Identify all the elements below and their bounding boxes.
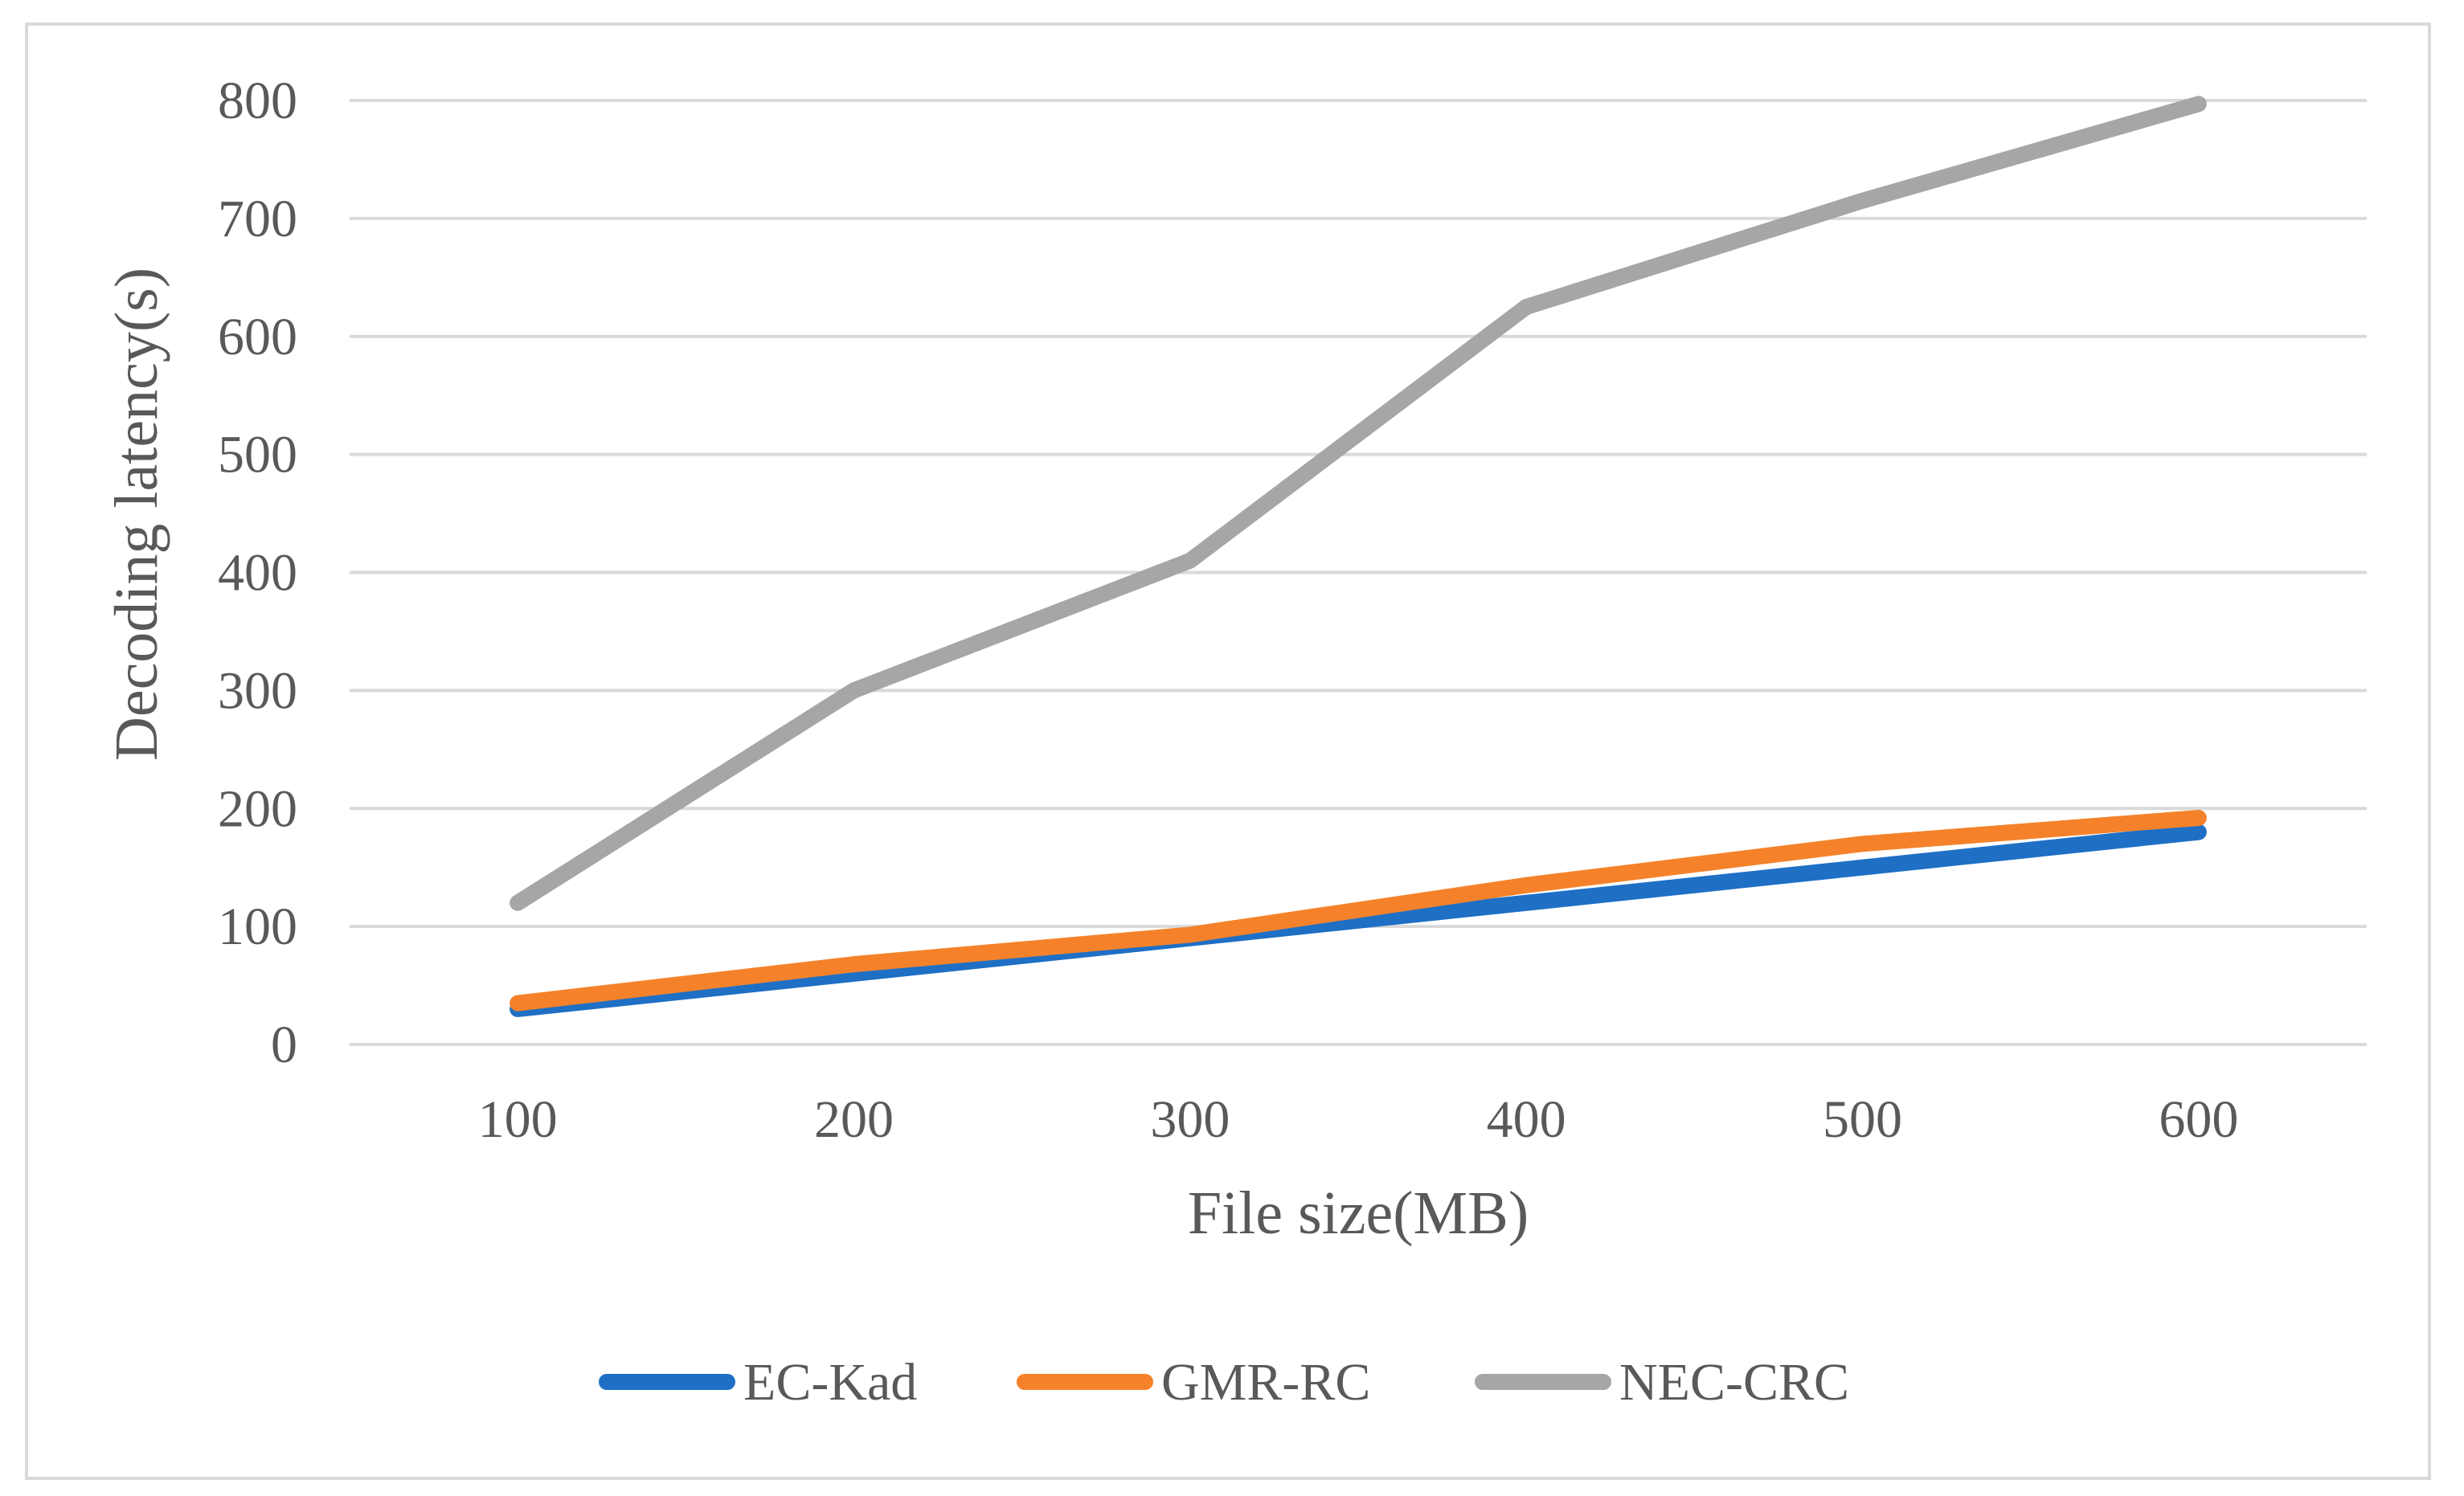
x-axis-ticks: 100 200 300 400 500 600: [478, 1090, 2239, 1149]
y-tick-label: 300: [218, 661, 297, 720]
x-axis-title: File size(MB): [1188, 1179, 1529, 1247]
legend-label: EC-Kad: [743, 1353, 917, 1412]
series-lines: [510, 96, 2207, 1017]
legend-label: GMR-RC: [1161, 1353, 1370, 1412]
y-tick-label: 200: [218, 779, 297, 838]
legend-label: NEC-CRC: [1619, 1353, 1849, 1412]
y-axis-ticks: 0 100 200 300 400 500 600 700 800: [218, 72, 297, 1074]
legend: EC-Kad GMR-RC NEC-CRC: [599, 1353, 1849, 1412]
y-tick-label: 800: [218, 72, 297, 130]
x-tick-label: 100: [478, 1090, 558, 1149]
y-tick-label: 500: [218, 426, 297, 484]
y-tick-label: 700: [218, 190, 297, 248]
y-axis-title: Decoding latency(s): [103, 268, 170, 761]
y-tick-label: 400: [218, 544, 297, 603]
y-tick-label: 600: [218, 308, 297, 366]
y-tick-label: 0: [271, 1016, 297, 1074]
y-tick-label: 100: [218, 897, 297, 956]
x-tick-label: 600: [2159, 1090, 2238, 1149]
x-tick-label: 300: [1150, 1090, 1230, 1149]
series-line-nec-crc: [510, 96, 2207, 911]
series-line-gmr-rc: [510, 810, 2207, 1012]
x-tick-label: 500: [1823, 1090, 1902, 1149]
x-tick-label: 400: [1487, 1090, 1566, 1149]
x-tick-label: 200: [814, 1090, 894, 1149]
gridlines: [350, 99, 2367, 1046]
series-line-ec-kad: [510, 824, 2207, 1017]
chart-border: [25, 22, 2431, 1480]
